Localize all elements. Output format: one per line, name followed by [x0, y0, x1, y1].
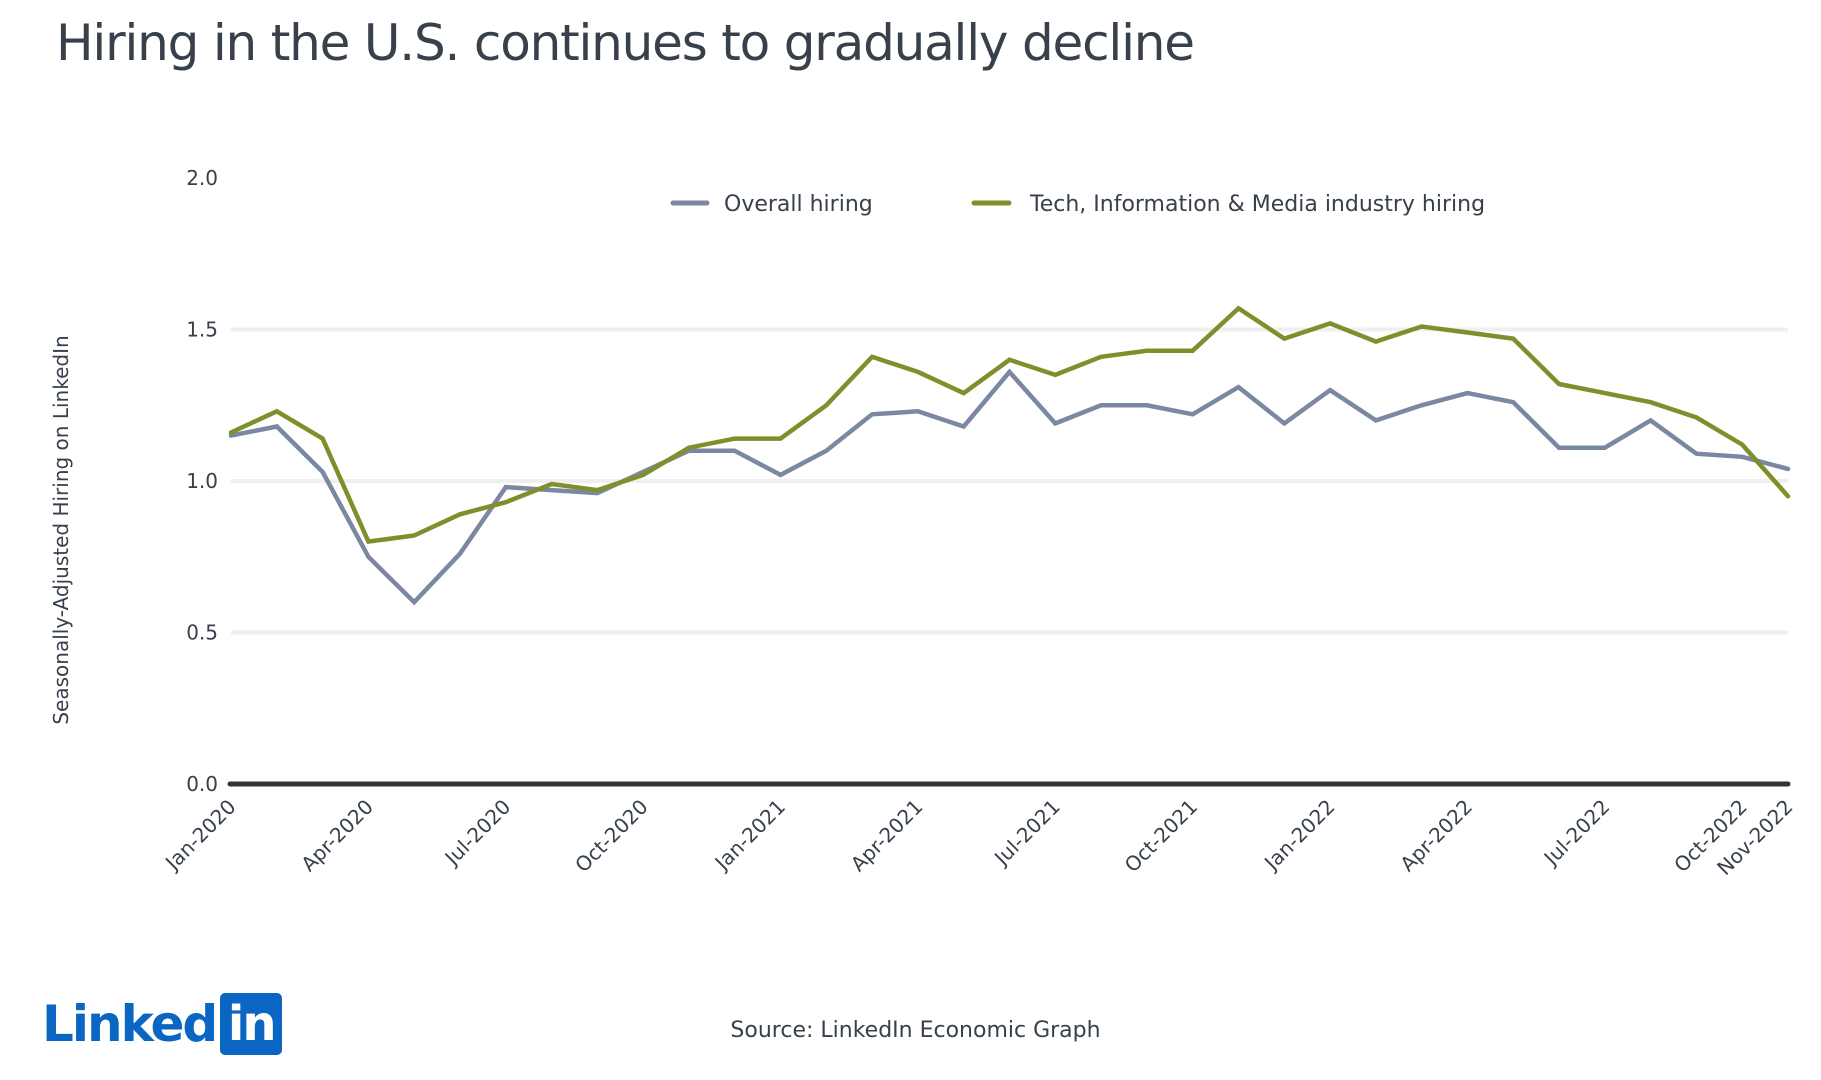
legend-item-tech[interactable]: Tech, Information & Media industry hirin…: [971, 192, 1485, 217]
x-tick-label: Jan-2022: [1258, 795, 1339, 876]
linkedin-logo-word: Linked: [42, 995, 218, 1053]
x-tick-label: Apr-2022: [1395, 795, 1477, 877]
legend-label-tech: Tech, Information & Media industry hirin…: [1029, 192, 1485, 217]
y-axis-ticks: 0.0 0.5 1.0 1.5 2.0: [186, 166, 218, 796]
legend-item-overall[interactable]: Overall hiring: [670, 192, 873, 217]
legend: Overall hiring Tech, Information & Media…: [670, 192, 1485, 217]
line-chart: 0.0 0.5 1.0 1.5 2.0 Seasonally-Adjusted Hiri…: [49, 166, 1798, 880]
x-tick-label: Jan-2020: [159, 795, 240, 876]
x-tick-label: Apr-2020: [296, 795, 378, 877]
y-tick-label: 2.0: [186, 166, 218, 190]
x-tick-label: Apr-2021: [846, 795, 928, 877]
series-lines: [228, 305, 1791, 606]
y-tick-label: 1.0: [186, 469, 218, 493]
linkedin-logo: Linked in: [42, 992, 283, 1056]
source-note: Source: LinkedIn Economic Graph: [730, 1018, 1101, 1043]
x-tick-label: Jul-2021: [988, 795, 1065, 872]
linkedin-logo-in-box: in: [220, 993, 283, 1055]
chart-title: Hiring in the U.S. continues to graduall…: [56, 14, 1195, 72]
x-tick-label: Jan-2021: [709, 795, 790, 876]
x-tick-label: Jul-2022: [1538, 795, 1615, 872]
series-line-overall: [228, 368, 1791, 606]
y-tick-label: 0.0: [186, 772, 218, 796]
y-tick-label: 1.5: [186, 318, 218, 342]
series-line-tech: [228, 305, 1791, 545]
gridlines: [231, 327, 1788, 635]
x-axis-ticks: Jan-2020 Apr-2020 Jul-2020 Oct-2020 Jan-2021…: [159, 795, 1797, 880]
y-tick-label: 0.5: [186, 621, 218, 645]
x-tick-label: Jul-2020: [439, 795, 516, 872]
x-tick-label: Oct-2020: [570, 795, 653, 878]
x-tick-label: Oct-2021: [1120, 795, 1203, 878]
y-axis-title: Seasonally-Adjusted Hiring on LinkedIn: [49, 335, 73, 724]
legend-label-overall: Overall hiring: [724, 192, 873, 217]
